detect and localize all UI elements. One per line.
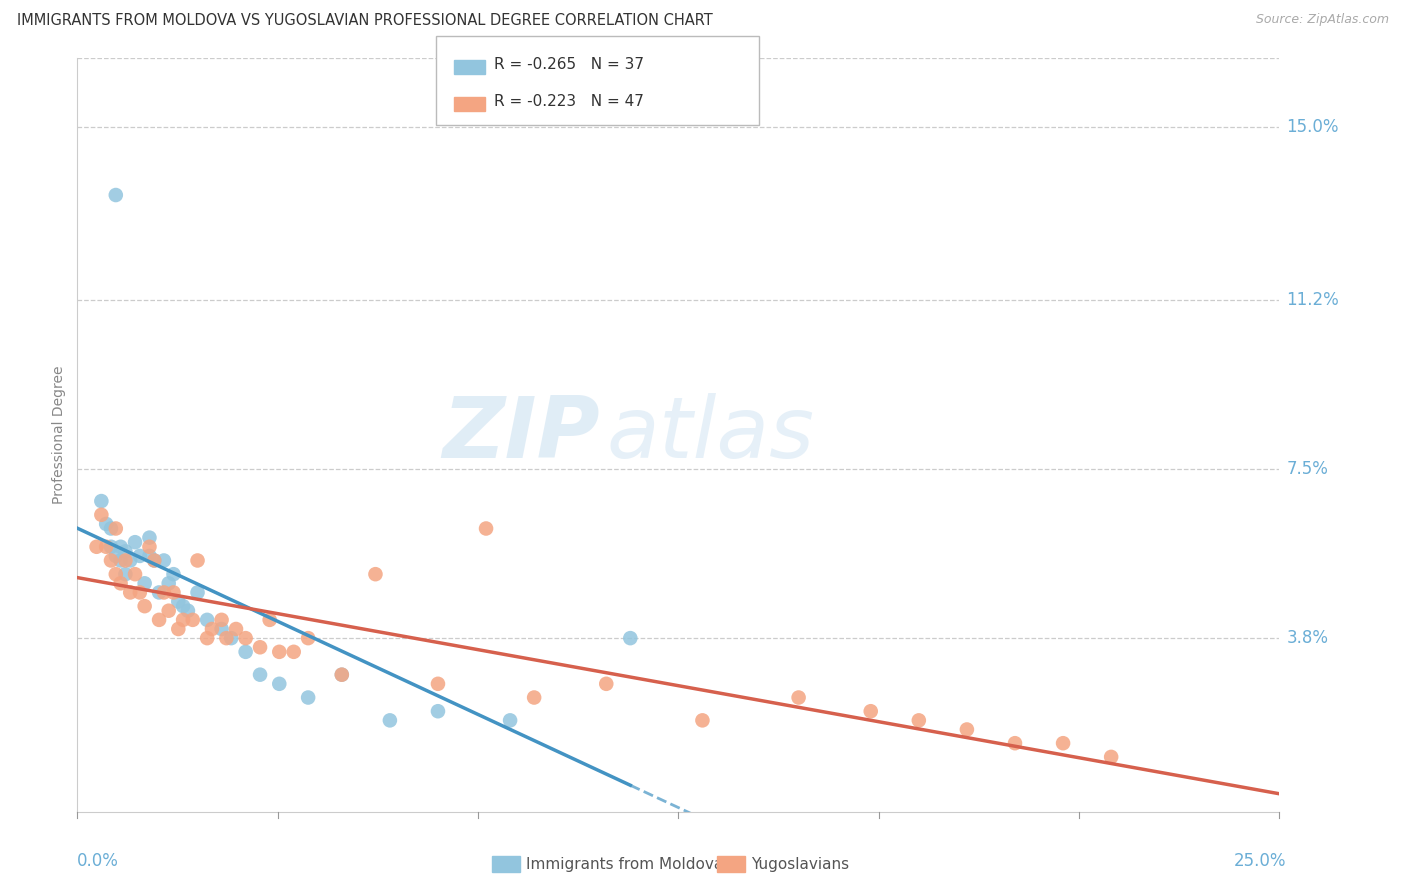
Point: [100, 553, 122, 567]
Point: [114, 544, 136, 558]
Point: [143, 553, 166, 567]
Point: [96, 516, 118, 531]
Point: [475, 521, 498, 535]
Point: [138, 540, 160, 554]
Point: [100, 540, 122, 554]
Point: [104, 521, 127, 535]
Point: [162, 585, 184, 599]
Point: [167, 622, 190, 636]
Text: 3.8%: 3.8%: [1286, 629, 1329, 647]
Point: [153, 585, 176, 599]
Point: [90, 508, 112, 522]
Point: [114, 567, 136, 582]
Point: [157, 576, 180, 591]
Text: Yugoslavians: Yugoslavians: [751, 857, 849, 871]
Text: Immigrants from Moldova: Immigrants from Moldova: [526, 857, 723, 871]
Point: [259, 613, 281, 627]
Text: atlas: atlas: [606, 393, 814, 476]
Point: [120, 553, 142, 567]
Point: [157, 604, 180, 618]
Point: [787, 690, 810, 705]
Point: [297, 631, 319, 645]
Point: [148, 585, 170, 599]
Point: [167, 594, 190, 608]
Point: [186, 585, 209, 599]
Point: [138, 549, 160, 563]
Point: [249, 640, 271, 655]
Point: [90, 494, 112, 508]
Point: [956, 723, 979, 737]
Text: Source: ZipAtlas.com: Source: ZipAtlas.com: [1256, 13, 1389, 27]
Text: ZIP: ZIP: [443, 393, 600, 476]
Point: [219, 631, 242, 645]
Point: [124, 535, 146, 549]
Point: [114, 553, 136, 567]
Point: [427, 677, 450, 691]
Point: [195, 631, 218, 645]
Point: [134, 576, 156, 591]
Point: [86, 540, 108, 554]
Point: [908, 714, 931, 728]
Point: [235, 645, 257, 659]
Point: [134, 599, 156, 614]
Point: [595, 677, 617, 691]
Point: [181, 613, 204, 627]
Point: [269, 677, 291, 691]
Point: [110, 576, 132, 591]
Text: 15.0%: 15.0%: [1286, 118, 1339, 136]
Point: [859, 704, 882, 718]
Point: [364, 567, 387, 582]
Point: [692, 714, 714, 728]
Point: [499, 714, 522, 728]
Text: IMMIGRANTS FROM MOLDOVA VS YUGOSLAVIAN PROFESSIONAL DEGREE CORRELATION CHART: IMMIGRANTS FROM MOLDOVA VS YUGOSLAVIAN P…: [17, 13, 713, 29]
Point: [104, 188, 127, 202]
Point: [427, 704, 450, 718]
Point: [128, 549, 150, 563]
Point: [138, 531, 160, 545]
Point: [110, 540, 132, 554]
Point: [283, 645, 305, 659]
Point: [96, 540, 118, 554]
Point: [124, 567, 146, 582]
Point: [1052, 736, 1074, 750]
Point: [172, 613, 194, 627]
Point: [249, 667, 271, 681]
Point: [100, 521, 122, 535]
Point: [148, 613, 170, 627]
Text: 11.2%: 11.2%: [1286, 291, 1340, 310]
Point: [211, 613, 233, 627]
Text: R = -0.223   N = 47: R = -0.223 N = 47: [494, 95, 644, 110]
Point: [201, 622, 224, 636]
Text: 0.0%: 0.0%: [77, 852, 120, 870]
Text: R = -0.265   N = 37: R = -0.265 N = 37: [494, 57, 644, 72]
Point: [523, 690, 546, 705]
Point: [128, 585, 150, 599]
Point: [225, 622, 247, 636]
Point: [330, 667, 353, 681]
Point: [177, 604, 200, 618]
Point: [120, 585, 142, 599]
Point: [378, 714, 401, 728]
Point: [211, 622, 233, 636]
Point: [162, 567, 184, 582]
Point: [619, 631, 641, 645]
Point: [195, 613, 218, 627]
Point: [143, 553, 166, 567]
Point: [172, 599, 194, 614]
Point: [235, 631, 257, 645]
Point: [104, 549, 127, 563]
Text: 25.0%: 25.0%: [1234, 852, 1286, 870]
Point: [330, 667, 353, 681]
Point: [104, 567, 127, 582]
Point: [297, 690, 319, 705]
Point: [153, 553, 176, 567]
Point: [186, 553, 209, 567]
Point: [215, 631, 238, 645]
Point: [1099, 750, 1122, 764]
Point: [269, 645, 291, 659]
Point: [110, 553, 132, 567]
Point: [1004, 736, 1026, 750]
Text: 7.5%: 7.5%: [1286, 460, 1329, 478]
Y-axis label: Professional Degree: Professional Degree: [52, 366, 66, 504]
